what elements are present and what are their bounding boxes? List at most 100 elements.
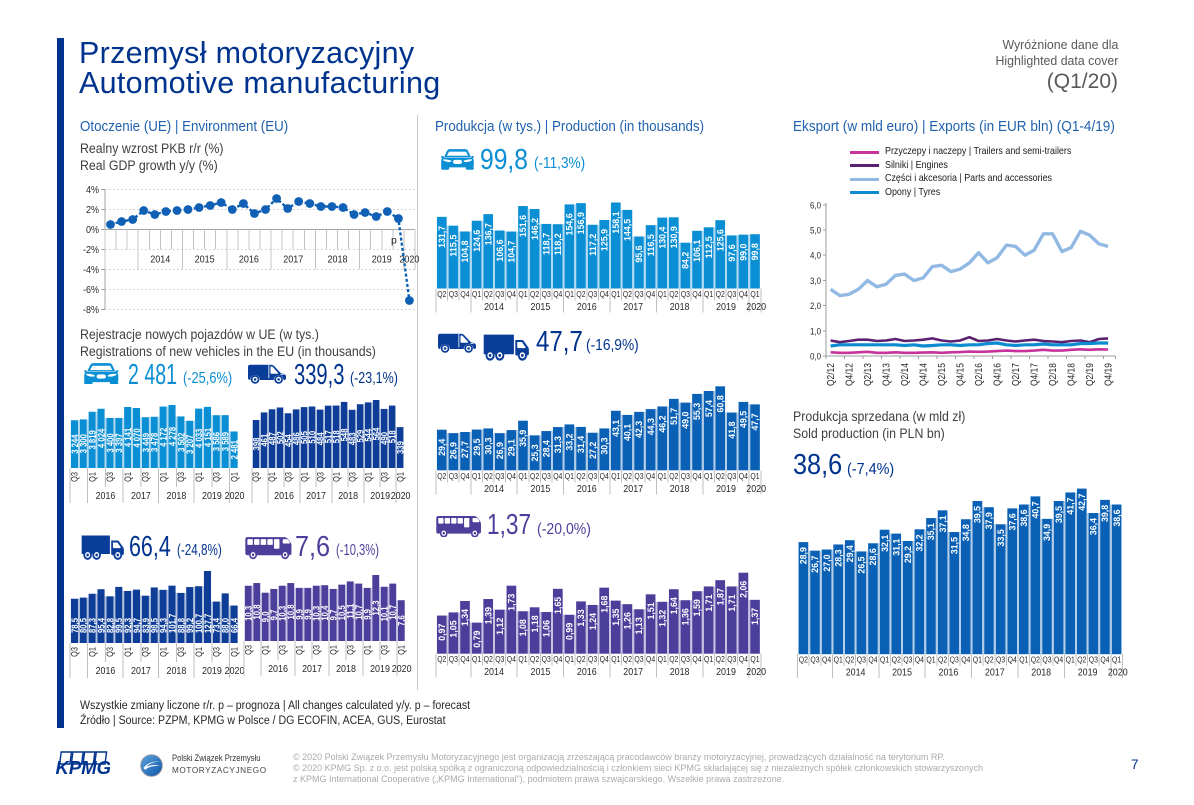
- svg-text:Q2: Q2: [484, 289, 493, 299]
- svg-text:Q1: Q1: [395, 472, 405, 482]
- svg-text:29,1: 29,1: [507, 439, 517, 456]
- svg-text:30,3: 30,3: [599, 437, 609, 454]
- svg-text:Q1: Q1: [750, 471, 759, 481]
- svg-text:78,5: 78,5: [69, 618, 80, 633]
- svg-text:1,71: 1,71: [704, 594, 714, 611]
- svg-text:1,12: 1,12: [495, 618, 505, 635]
- svg-text:Q1: Q1: [565, 654, 574, 664]
- svg-text:Q2/13: Q2/13: [862, 363, 874, 386]
- svg-text:88,0: 88,0: [220, 618, 231, 633]
- svg-text:-6%: -6%: [83, 284, 99, 296]
- svg-text:82,8: 82,8: [104, 618, 115, 633]
- svg-text:5,0: 5,0: [810, 226, 821, 237]
- svg-text:Q3: Q3: [495, 654, 504, 664]
- svg-text:2,0: 2,0: [810, 301, 821, 312]
- svg-text:Q4: Q4: [460, 471, 469, 481]
- svg-text:3 300: 3 300: [78, 434, 89, 453]
- svg-text:116,5: 116,5: [646, 234, 656, 256]
- svg-text:Q3: Q3: [449, 654, 458, 664]
- svg-text:Q4/12: Q4/12: [844, 363, 856, 386]
- svg-text:87,3: 87,3: [87, 618, 98, 633]
- svg-text:502: 502: [274, 431, 285, 444]
- svg-text:Q4: Q4: [961, 655, 970, 665]
- svg-text:Q4: Q4: [600, 289, 609, 299]
- svg-text:Q3: Q3: [588, 471, 597, 481]
- svg-text:Q3: Q3: [311, 645, 321, 655]
- svg-text:2017: 2017: [623, 483, 643, 495]
- svg-text:Q4: Q4: [868, 655, 877, 665]
- svg-text:43,1: 43,1: [611, 420, 621, 437]
- svg-text:Q1: Q1: [123, 472, 133, 482]
- svg-text:10,7: 10,7: [387, 605, 398, 620]
- svg-text:32,1: 32,1: [880, 535, 890, 552]
- svg-text:Q2: Q2: [845, 655, 854, 665]
- svg-text:Q1: Q1: [396, 645, 406, 655]
- svg-text:Q2: Q2: [576, 654, 585, 664]
- svg-text:Q1: Q1: [194, 647, 204, 657]
- svg-text:Q4/17: Q4/17: [1029, 363, 1041, 386]
- svg-text:11,1: 11,1: [345, 604, 356, 619]
- svg-text:Q2: Q2: [437, 471, 446, 481]
- svg-text:Q1: Q1: [158, 472, 168, 482]
- svg-text:Q1: Q1: [363, 472, 373, 482]
- svg-text:Q3: Q3: [283, 472, 293, 482]
- svg-text:46,2: 46,2: [657, 415, 667, 432]
- svg-text:Q2/19: Q2/19: [1084, 363, 1096, 386]
- svg-text:2018: 2018: [670, 666, 690, 678]
- svg-text:2019: 2019: [716, 483, 736, 495]
- svg-text:1,37: 1,37: [750, 608, 760, 625]
- svg-text:Q3: Q3: [70, 647, 80, 657]
- svg-text:10,8: 10,8: [251, 605, 262, 620]
- svg-text:Q2: Q2: [530, 471, 539, 481]
- svg-text:Q1: Q1: [260, 645, 270, 655]
- svg-text:Q4: Q4: [460, 289, 469, 299]
- svg-text:518: 518: [330, 430, 341, 443]
- svg-text:Q2/18: Q2/18: [1047, 363, 1059, 386]
- svg-text:55,3: 55,3: [692, 403, 702, 420]
- svg-text:51,7: 51,7: [669, 408, 679, 425]
- svg-text:461: 461: [258, 434, 269, 447]
- svg-text:117,2: 117,2: [588, 234, 598, 256]
- svg-text:Q1: Q1: [518, 289, 527, 299]
- svg-text:Q3: Q3: [996, 655, 1005, 665]
- svg-text:2014: 2014: [484, 483, 504, 495]
- svg-text:Q1: Q1: [299, 472, 309, 482]
- svg-text:3 478: 3 478: [149, 433, 160, 452]
- svg-text:42,3: 42,3: [634, 421, 644, 438]
- svg-text:2014: 2014: [484, 301, 504, 313]
- svg-text:Q4/19: Q4/19: [1103, 363, 1115, 386]
- svg-text:Q4: Q4: [600, 471, 609, 481]
- svg-text:2019: 2019: [1078, 667, 1098, 679]
- svg-text:Q2/12: Q2/12: [825, 363, 837, 386]
- svg-text:35,1: 35,1: [926, 523, 936, 540]
- svg-text:99,8: 99,8: [750, 243, 760, 260]
- svg-text:Q3: Q3: [379, 645, 389, 655]
- svg-text:Q1: Q1: [1112, 655, 1121, 665]
- svg-text:2014: 2014: [150, 254, 170, 266]
- svg-text:Q4: Q4: [460, 654, 469, 664]
- svg-text:49,0: 49,0: [681, 412, 691, 429]
- svg-text:2020: 2020: [1108, 667, 1128, 679]
- svg-text:Q2: Q2: [437, 654, 446, 664]
- svg-text:518: 518: [387, 430, 398, 443]
- svg-text:44,3: 44,3: [646, 418, 656, 435]
- svg-text:37,9: 37,9: [984, 512, 994, 529]
- svg-text:Q3: Q3: [345, 645, 355, 655]
- svg-text:Q2: Q2: [984, 655, 993, 665]
- svg-text:Q3: Q3: [315, 472, 325, 482]
- svg-text:Q2: Q2: [669, 654, 678, 664]
- svg-text:2020: 2020: [746, 483, 766, 495]
- svg-text:Q4: Q4: [1054, 655, 1063, 665]
- svg-text:4,0: 4,0: [810, 251, 821, 262]
- svg-text:Q1: Q1: [123, 647, 133, 657]
- svg-text:564: 564: [371, 427, 382, 441]
- svg-text:Q4: Q4: [739, 654, 748, 664]
- svg-text:p: p: [391, 235, 397, 247]
- svg-text:3 819: 3 819: [87, 430, 98, 449]
- svg-text:2019: 2019: [370, 490, 390, 502]
- svg-text:125,6: 125,6: [715, 229, 725, 251]
- svg-text:1,51: 1,51: [646, 602, 656, 619]
- svg-text:Q1: Q1: [294, 645, 304, 655]
- svg-text:2016: 2016: [268, 663, 288, 675]
- svg-text:Q1: Q1: [611, 471, 620, 481]
